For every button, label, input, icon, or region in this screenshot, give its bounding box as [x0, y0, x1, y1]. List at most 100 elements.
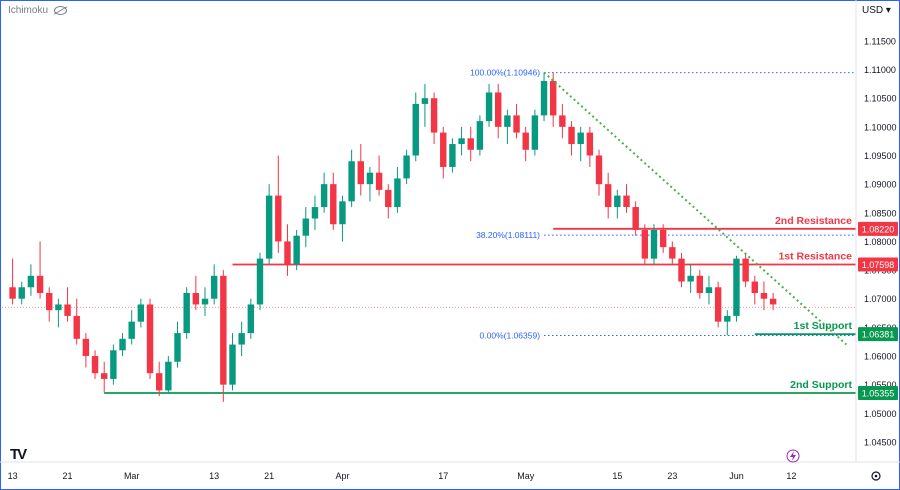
candle-body	[760, 292, 768, 299]
candle-body	[513, 115, 520, 133]
candle	[238, 321, 245, 357]
candle-body	[137, 304, 145, 322]
candle	[586, 126, 594, 167]
candle-body	[769, 298, 777, 305]
candle-body	[430, 98, 438, 133]
y-tick-label: 1.09000	[864, 180, 897, 190]
candle-body	[302, 218, 310, 236]
candle-body	[476, 121, 484, 150]
level-price-tag: 1.08220	[858, 221, 898, 236]
level-price-text: 1.07598	[862, 260, 895, 270]
candle-body	[82, 338, 90, 357]
candle	[595, 149, 603, 196]
x-tick-label: 23	[667, 471, 677, 481]
y-tick-label: 1.10500	[864, 94, 897, 104]
x-axis[interactable]: 13 21 Mar 13 21 Apr 17 May 15 23 Jun 12	[0, 461, 900, 481]
candle	[137, 298, 145, 328]
candle	[394, 166, 401, 213]
candle-body	[495, 92, 502, 127]
chevron-down-icon: ▾	[885, 5, 891, 16]
y-tick-label: 1.11500	[864, 36, 896, 46]
candle-body	[678, 258, 685, 282]
candle	[357, 144, 364, 196]
candle-body	[55, 304, 62, 311]
level-price-text: 1.06381	[862, 330, 895, 340]
candle	[229, 333, 236, 391]
indicator-legend[interactable]: Ichimoku	[8, 5, 68, 16]
candle-body	[18, 287, 25, 299]
candle	[604, 172, 612, 219]
candle-body	[375, 172, 383, 190]
candle-body	[91, 356, 99, 374]
x-tick-label: 17	[438, 471, 448, 481]
candle	[403, 149, 410, 185]
candle	[513, 103, 520, 139]
y-tick-label: 1.11000	[864, 65, 896, 75]
candle-body	[330, 184, 337, 225]
candle	[540, 72, 548, 122]
candle-body	[586, 132, 594, 156]
candle	[577, 126, 584, 162]
candle	[733, 255, 740, 322]
candle-body	[265, 195, 273, 259]
candle	[467, 126, 474, 162]
lightning-icon[interactable]	[786, 449, 800, 463]
candle	[165, 356, 172, 394]
candle-body	[421, 98, 429, 104]
candle-body	[669, 247, 676, 259]
gear-icon[interactable]	[871, 471, 881, 481]
candle	[769, 292, 777, 311]
candle-body	[467, 138, 474, 150]
x-tick-label: 12	[786, 471, 796, 481]
candle	[55, 298, 62, 328]
candle	[632, 201, 639, 236]
candle-body	[385, 189, 392, 208]
y-tick-label: 1.10000	[864, 122, 897, 132]
candle	[650, 224, 658, 265]
candle	[256, 252, 264, 311]
candle	[568, 121, 575, 156]
candle	[330, 172, 337, 230]
candle-body	[348, 161, 355, 202]
candle-body	[311, 207, 319, 219]
y-tick-label: 1.05500	[864, 380, 897, 390]
fib-label: 38.20%(1.08111)	[476, 230, 540, 240]
x-tick-label: 21	[63, 471, 73, 481]
candle	[18, 281, 25, 305]
currency-selector[interactable]: USD ▾	[862, 5, 891, 16]
candle	[412, 92, 419, 162]
candle-body	[449, 144, 456, 167]
candle-body	[238, 333, 245, 345]
candle-body	[595, 155, 603, 185]
eye-off-icon[interactable]	[54, 6, 68, 15]
candle	[275, 155, 282, 253]
candles	[9, 72, 777, 402]
candle-body	[724, 315, 731, 322]
candle-body	[659, 229, 667, 248]
candle-body	[540, 81, 548, 116]
candle	[485, 83, 493, 127]
candle-body	[549, 81, 557, 116]
candle-body	[604, 184, 612, 208]
candle-body	[247, 304, 255, 334]
candle-body	[632, 207, 639, 230]
candle	[760, 281, 768, 311]
tradingview-logo[interactable]: TV	[10, 446, 27, 463]
candle	[559, 103, 566, 139]
level-price-tag: 1.06381	[858, 327, 898, 342]
candle-body	[714, 287, 722, 322]
x-tick-label: 21	[264, 471, 274, 481]
candle	[522, 126, 529, 162]
candle	[659, 224, 667, 253]
level-name: 1st Resistance	[778, 250, 852, 262]
trendline	[543, 71, 848, 346]
candle-body	[559, 115, 566, 127]
candle-body	[73, 315, 80, 339]
level-price-bg	[858, 221, 898, 236]
candle	[449, 138, 456, 173]
y-tick-label: 1.08500	[864, 208, 897, 218]
level-labels: 2nd Resistance 1.08220 1st Resistance 1.075…	[775, 215, 898, 400]
candle-body	[101, 373, 108, 379]
candle-body	[110, 350, 117, 379]
